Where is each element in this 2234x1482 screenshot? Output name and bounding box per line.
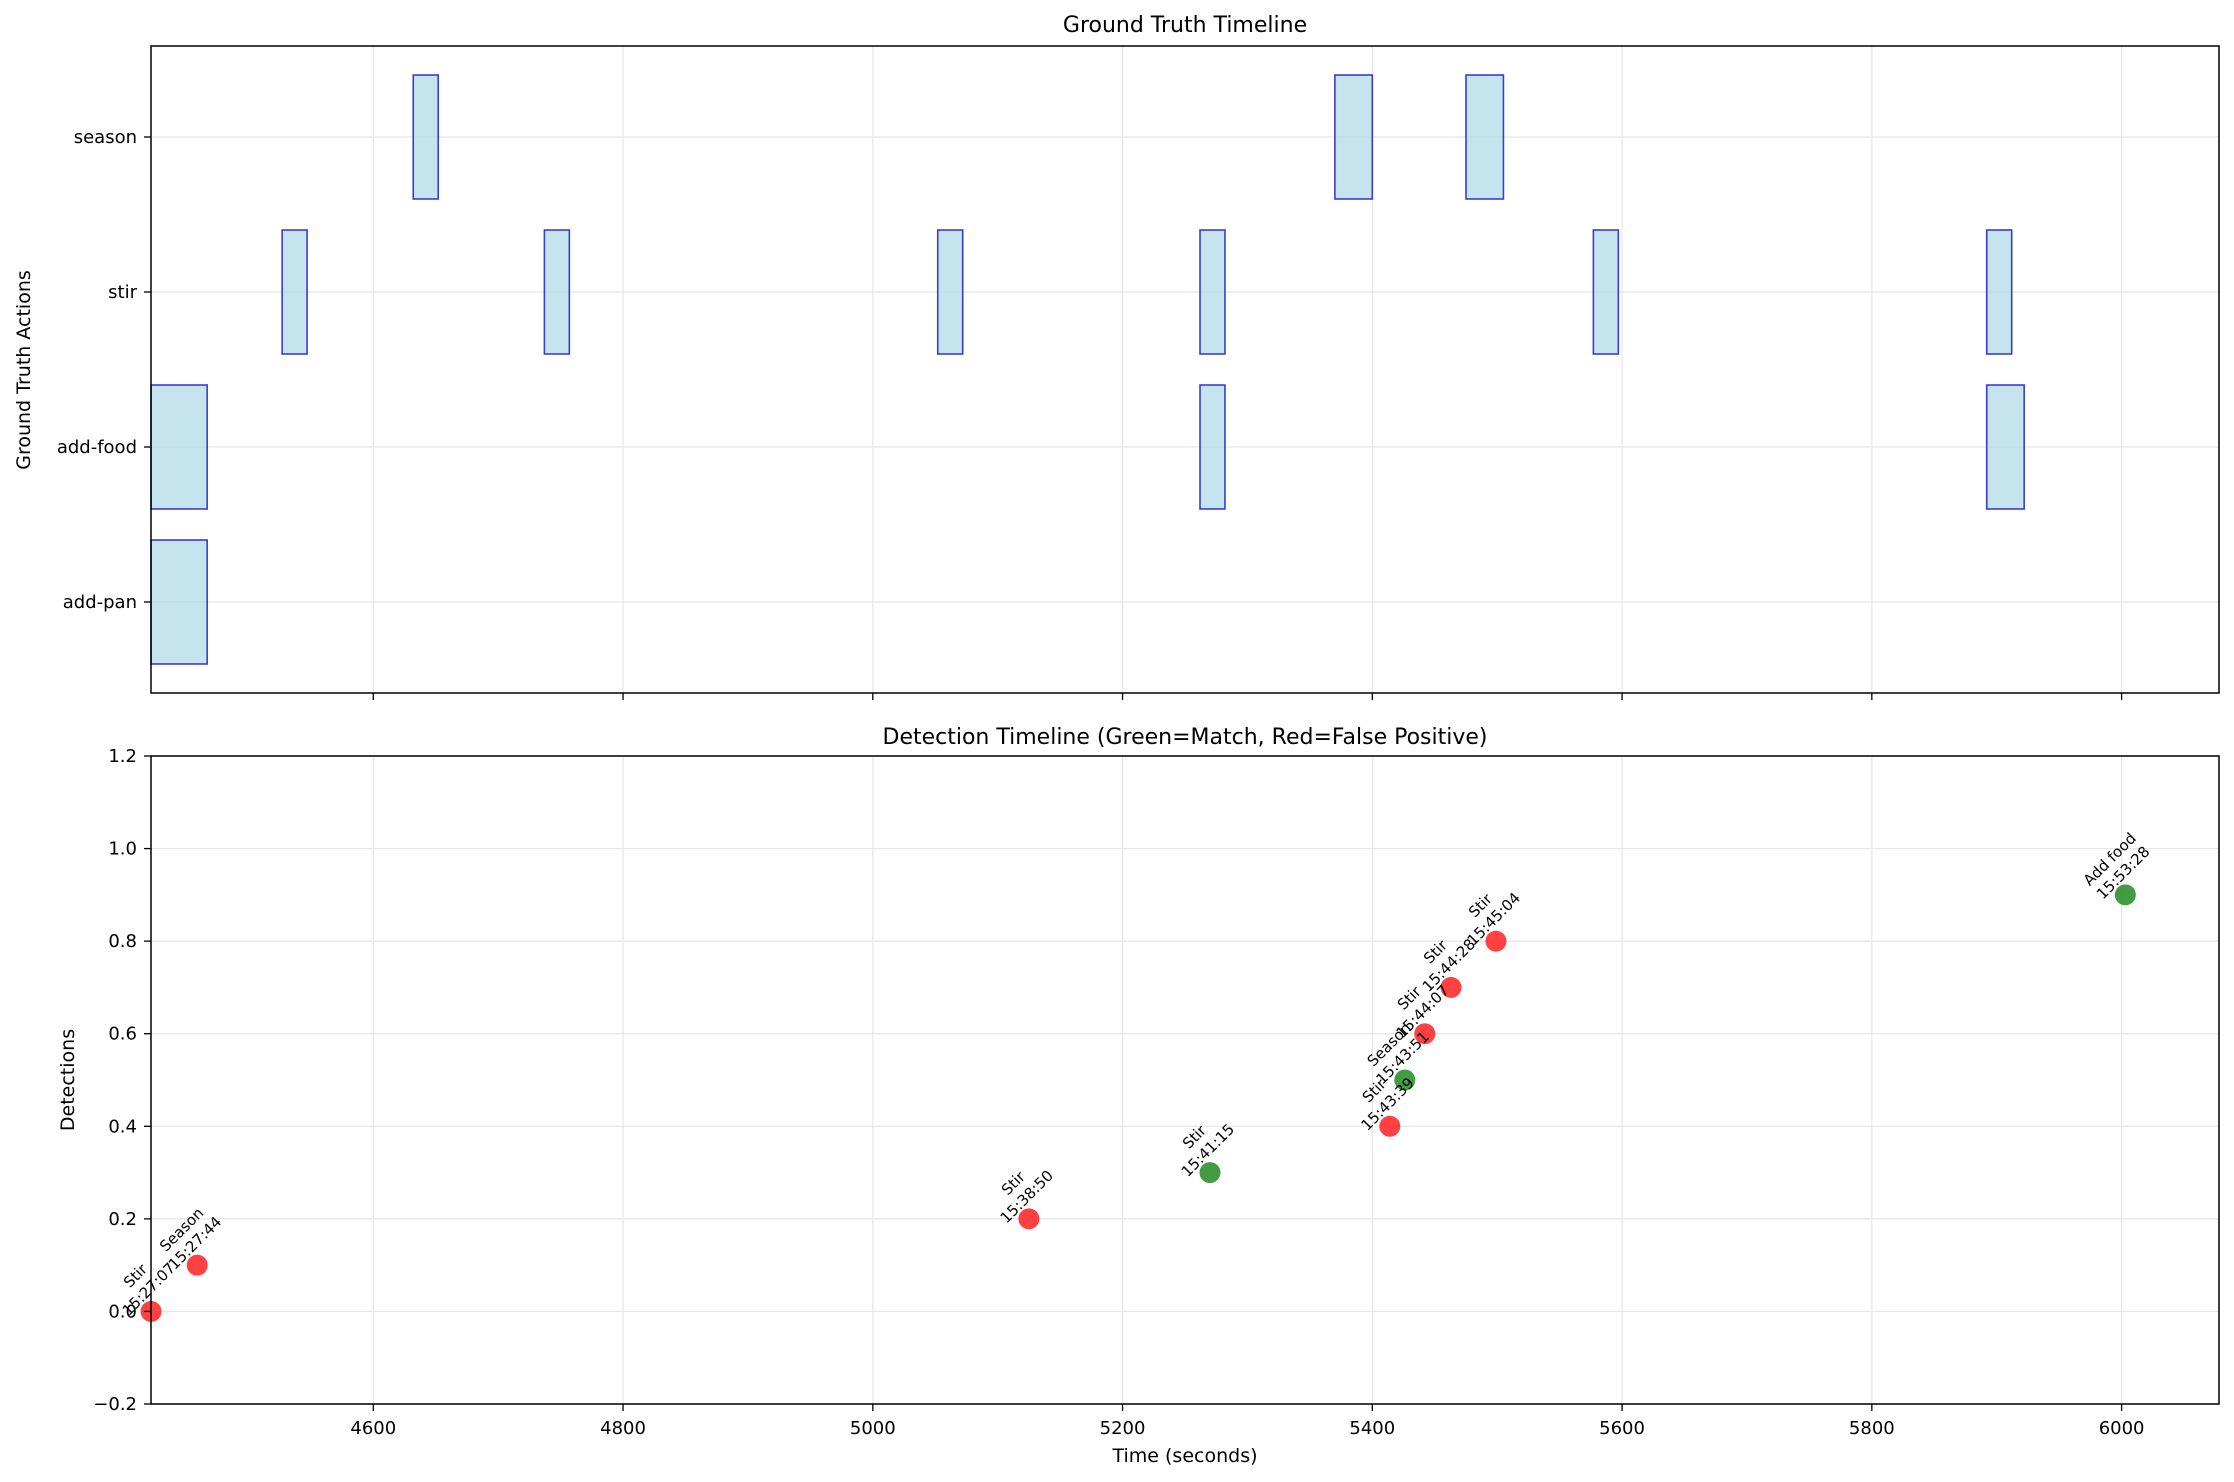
ground-truth-segment-stir [543,229,571,355]
detection-y-tick-label: 0.2 [108,1209,137,1230]
detection-x-tick-label: 4600 [350,1418,396,1439]
detection-grid [151,755,2219,1405]
detection-point-false-positive [1440,976,1462,998]
detection-x-axis-label: Time (seconds) [1111,1445,1257,1467]
ground-truth-y-tick-label: stir [108,282,137,303]
detection-x-ticks: 4600 4800 5000 5200 5400 5600 5800 6000 [350,1404,2145,1439]
ground-truth-segment-season [1334,74,1374,200]
detection-point-match [1199,1162,1221,1184]
ground-truth-y-tick-label: season [74,127,137,148]
ground-truth-segment-stir [1985,229,2013,355]
detection-y-tick-label: 1.0 [108,839,137,860]
ground-truth-panel: Ground Truth Timeline add-pan add-food sti… [13,13,2220,700]
ground-truth-title: Ground Truth Timeline [1063,13,1307,38]
detection-y-tick-label: 1.2 [108,746,137,767]
ground-truth-y-ticks: add-pan add-food stir season [57,127,151,613]
detection-x-tick-label: 5200 [1100,1418,1146,1439]
detection-point-false-positive [186,1254,208,1276]
ground-truth-segment-season [412,74,440,200]
ground-truth-segment-add-food [1199,384,1226,510]
ground-truth-y-tick-label: add-food [57,437,137,458]
detection-x-tick-label: 5600 [1599,1418,1645,1439]
detection-x-tick-label: 4800 [600,1418,646,1439]
detection-x-tick-label: 5000 [850,1418,896,1439]
detection-axes-frame [150,755,2220,1405]
ground-truth-x-ticks [372,693,2123,700]
detection-x-tick-label: 6000 [2099,1418,2145,1439]
detection-point-false-positive [1485,930,1507,952]
detection-point-false-positive [1018,1208,1040,1230]
detection-point-false-positive [1414,1023,1436,1045]
ground-truth-segment-stir [1199,229,1226,355]
ground-truth-axes-frame [150,45,2220,694]
detection-x-tick-label: 5400 [1349,1418,1395,1439]
detection-y-axis-label: Detections [57,1029,79,1131]
ground-truth-segments [150,74,2025,665]
ground-truth-y-axis-label: Ground Truth Actions [13,270,35,470]
ground-truth-segment-add-food [1985,384,2025,510]
detection-point-match [2114,884,2136,906]
ground-truth-y-tick-label: add-pan [63,592,137,613]
ground-truth-segment-add-pan [150,539,208,665]
ground-truth-segment-stir [936,229,964,355]
detection-point-match [1394,1069,1416,1091]
detection-title: Detection Timeline (Green=Match, Red=Fal… [883,725,1488,750]
detection-y-tick-label: 0.0 [108,1301,137,1322]
detection-points [140,884,2136,1322]
detection-y-tick-label: 0.8 [108,931,137,952]
ground-truth-segment-stir [1592,229,1620,355]
detection-y-tick-label: 0.6 [108,1024,137,1045]
detection-y-ticks: −0.2 0.0 0.2 0.4 0.6 0.8 1.0 1.2 [93,746,151,1415]
ground-truth-segment-add-food [150,384,208,510]
ground-truth-segment-season [1465,74,1505,200]
detection-point-false-positive [1379,1115,1401,1137]
ground-truth-segment-stir [281,229,308,355]
detection-y-tick-label: −0.2 [93,1394,137,1415]
detection-x-tick-label: 5800 [1849,1418,1895,1439]
detection-y-tick-label: 0.4 [108,1116,137,1137]
